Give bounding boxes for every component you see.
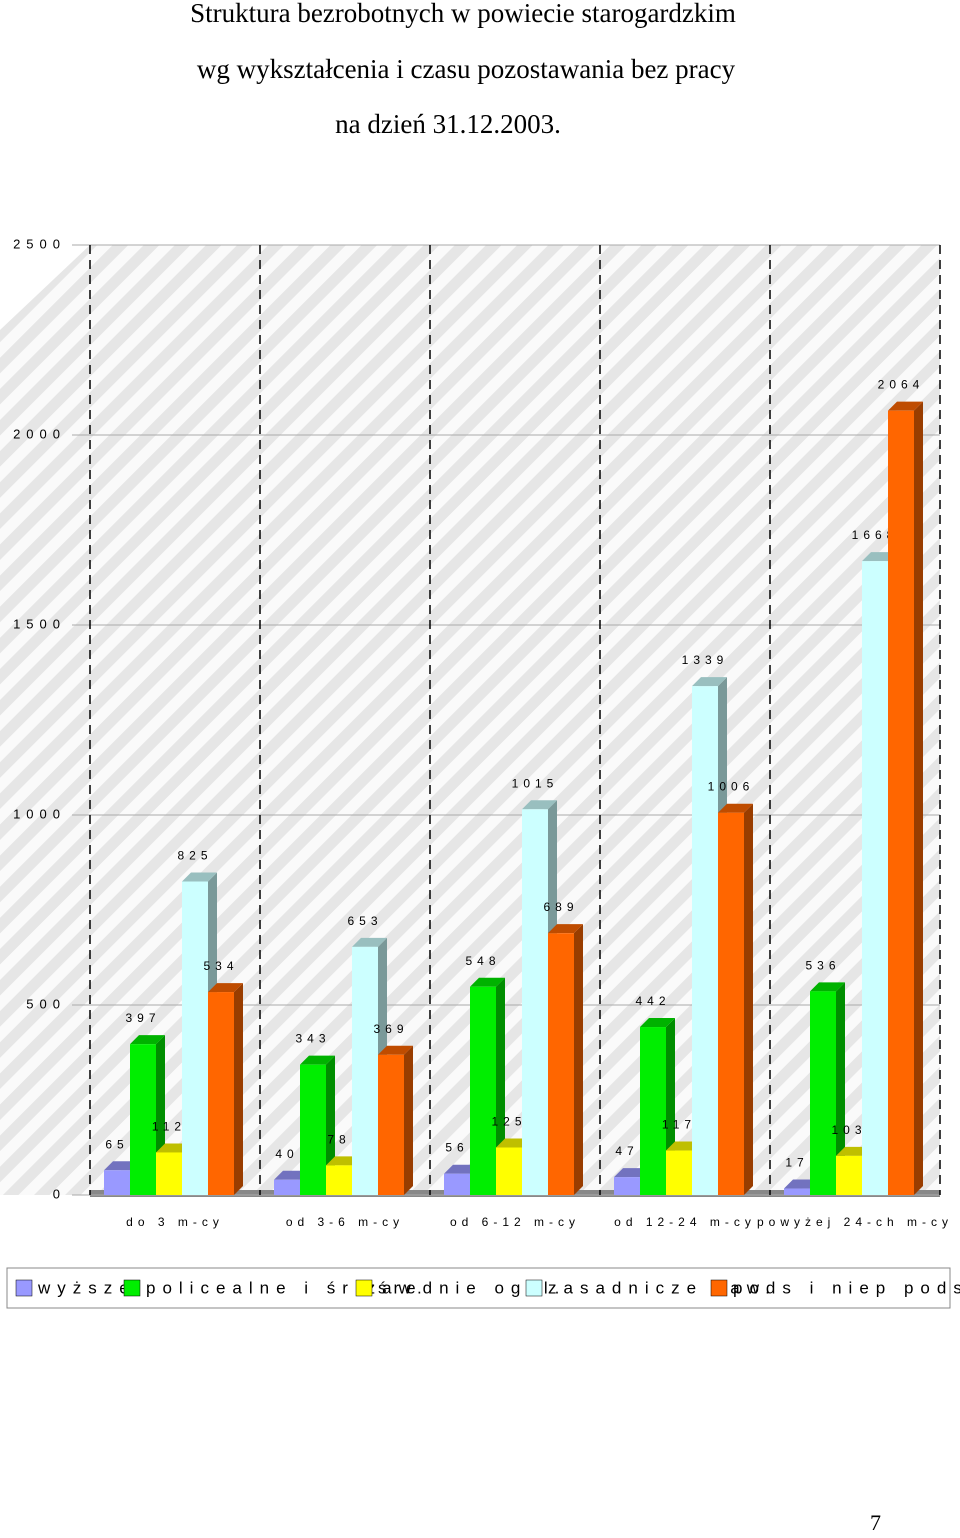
bar-side — [234, 983, 243, 1195]
bar-side — [496, 977, 505, 1195]
value-label: 56 — [445, 1141, 468, 1155]
value-label: 548 — [465, 954, 500, 968]
legend-box — [6, 1267, 951, 1309]
bar — [444, 1173, 470, 1195]
value-label: 103 — [831, 1123, 866, 1137]
value-label: 17 — [785, 1156, 808, 1170]
value-label: 534 — [203, 959, 238, 973]
legend-label: pods i niep podst. — [733, 1278, 960, 1297]
bar-top — [130, 1035, 165, 1045]
value-label: 78 — [327, 1132, 350, 1146]
value-label: 125 — [491, 1115, 526, 1129]
value-label: 1006 — [708, 780, 755, 794]
bar — [470, 986, 496, 1195]
value-label: 47 — [615, 1144, 638, 1158]
bar — [640, 1027, 666, 1195]
bar — [182, 881, 208, 1195]
x-tick-label: od 12-24 m-cy — [614, 1215, 756, 1229]
chart-title: wg wykształcenia i czasu pozostawania be… — [197, 54, 736, 84]
legend-label: policealne i śr zaw. — [146, 1278, 429, 1297]
value-label: 40 — [275, 1147, 298, 1161]
bar-top — [378, 1045, 413, 1055]
bar — [862, 561, 888, 1195]
bar — [718, 812, 744, 1195]
value-label: 2064 — [878, 378, 925, 392]
x-tick-label: do 3 m-cy — [126, 1215, 224, 1229]
bar — [274, 1179, 300, 1195]
x-tick-label: od 3-6 m-cy — [286, 1215, 404, 1229]
bar-top — [888, 401, 923, 411]
value-label: 442 — [635, 994, 670, 1008]
bar — [300, 1064, 326, 1195]
value-label: 65 — [105, 1137, 128, 1151]
bar-side — [836, 982, 845, 1195]
bar-top — [692, 677, 727, 687]
bar — [378, 1054, 404, 1195]
bar-side — [574, 924, 583, 1195]
bar-side — [914, 401, 923, 1195]
bar — [522, 809, 548, 1195]
value-label: 1339 — [682, 653, 729, 667]
bar — [666, 1150, 692, 1195]
value-label: 369 — [373, 1022, 408, 1036]
bar — [208, 992, 234, 1195]
bar — [326, 1165, 352, 1195]
y-tick-label: 1500 — [13, 616, 66, 631]
x-tick-label: powyżej 24-ch m-cy — [757, 1215, 953, 1229]
legend-label: średnie ogól. — [378, 1278, 566, 1297]
bar-top — [522, 800, 557, 810]
bar — [156, 1152, 182, 1195]
bar-top — [182, 872, 217, 882]
y-tick-label: 1000 — [13, 806, 66, 821]
bar-top — [352, 937, 387, 947]
value-label: 397 — [125, 1011, 160, 1025]
page-number: 7 — [870, 1510, 881, 1535]
value-label: 117 — [662, 1118, 696, 1132]
legend-swatch — [710, 1279, 728, 1297]
bar-top — [810, 982, 845, 992]
legend-swatch — [525, 1279, 543, 1297]
y-tick-label: 0 — [53, 1186, 66, 1201]
bar — [352, 946, 378, 1195]
bar — [888, 410, 914, 1195]
bar-side — [744, 803, 753, 1195]
bar-top — [640, 1018, 675, 1028]
bar-side — [404, 1045, 413, 1195]
side-wall — [0, 245, 90, 1195]
bar — [784, 1188, 810, 1195]
y-tick-label: 2500 — [13, 236, 66, 251]
value-label: 112 — [152, 1119, 186, 1133]
value-label: 1015 — [512, 776, 559, 790]
bar — [496, 1147, 522, 1195]
legend-swatch — [123, 1279, 141, 1297]
legend-label: wyższe — [37, 1278, 136, 1297]
bar — [810, 991, 836, 1195]
bar — [104, 1170, 130, 1195]
chart-title: Struktura bezrobotnych w powiecie starog… — [190, 0, 736, 28]
bar — [692, 686, 718, 1195]
value-label: 343 — [295, 1032, 330, 1046]
value-label: 689 — [543, 900, 578, 914]
bar-top — [208, 983, 243, 993]
bar-top — [548, 924, 583, 934]
legend-swatch — [15, 1279, 33, 1297]
bar — [548, 933, 574, 1195]
bar-top — [718, 803, 753, 813]
value-label: 653 — [347, 914, 382, 928]
bar — [130, 1044, 156, 1195]
x-tick-label: od 6-12 m-cy — [450, 1215, 580, 1229]
value-label: 1668 — [852, 528, 899, 542]
chart-title: na dzień 31.12.2003. — [335, 109, 561, 139]
bar — [614, 1177, 640, 1195]
legend-swatch — [355, 1279, 373, 1297]
bar-top — [470, 977, 505, 987]
value-label: 825 — [177, 849, 212, 863]
y-tick-label: 500 — [26, 996, 66, 1011]
bar — [836, 1155, 862, 1195]
value-label: 536 — [805, 958, 840, 972]
bar-top — [300, 1055, 335, 1065]
y-tick-label: 2000 — [13, 426, 66, 441]
